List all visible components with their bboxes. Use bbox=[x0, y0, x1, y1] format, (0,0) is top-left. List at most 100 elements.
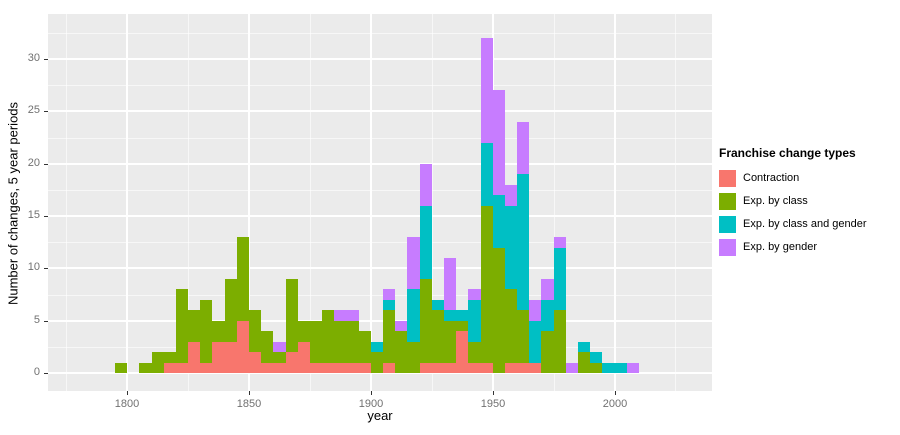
bar-segment bbox=[456, 331, 468, 373]
gridline-minor-y bbox=[48, 190, 712, 191]
bar-segment bbox=[505, 289, 517, 363]
bar-segment bbox=[590, 363, 602, 373]
gridline-major-x bbox=[614, 14, 616, 391]
bar-segment bbox=[152, 352, 164, 373]
x-tick-label: 1900 bbox=[358, 398, 384, 410]
bar-segment bbox=[627, 363, 639, 373]
gridline-minor-x bbox=[310, 14, 311, 391]
bar-segment bbox=[578, 342, 590, 352]
y-tick-label: 25 bbox=[27, 104, 40, 116]
bar-segment bbox=[517, 174, 529, 310]
gridline-major-y bbox=[48, 110, 712, 112]
gridline-minor-x bbox=[675, 14, 676, 391]
gridline-minor-x bbox=[432, 14, 433, 391]
legend-item-contraction: Contraction bbox=[719, 169, 867, 187]
bar-segment bbox=[334, 363, 346, 373]
bar-segment bbox=[554, 310, 566, 373]
y-tick-mark bbox=[44, 268, 48, 269]
legend-label: Exp. by class and gender bbox=[743, 218, 867, 230]
gridline-minor-y bbox=[48, 295, 712, 296]
x-tick-mark bbox=[249, 391, 250, 395]
x-tick-mark bbox=[615, 391, 616, 395]
gridline-major-y bbox=[48, 267, 712, 269]
bar-segment bbox=[273, 363, 286, 373]
bar-segment bbox=[602, 363, 615, 373]
bar-segment bbox=[261, 363, 273, 373]
bar-segment bbox=[590, 352, 602, 363]
bar-segment bbox=[456, 321, 468, 331]
bar-segment bbox=[407, 237, 420, 289]
legend-item-exp-by-class-and-gender: Exp. by class and gender bbox=[719, 215, 867, 233]
bar-segment bbox=[164, 363, 176, 373]
bar-segment bbox=[541, 279, 554, 300]
bar-segment bbox=[481, 143, 493, 206]
bar-segment bbox=[212, 321, 225, 342]
bar-segment bbox=[359, 331, 371, 363]
bar-segment bbox=[249, 352, 261, 373]
gridline-major-y bbox=[48, 215, 712, 217]
bar-segment bbox=[273, 342, 286, 352]
bar-segment bbox=[164, 352, 176, 363]
bar-segment bbox=[176, 363, 188, 373]
x-tick-label: 1950 bbox=[480, 398, 506, 410]
y-tick-mark bbox=[44, 164, 48, 165]
bar-segment bbox=[188, 342, 200, 373]
y-tick-mark bbox=[44, 321, 48, 322]
bar-segment bbox=[334, 321, 346, 363]
y-tick-label: 15 bbox=[27, 209, 40, 221]
bar-segment bbox=[529, 300, 541, 321]
x-tick-label: 1850 bbox=[236, 398, 262, 410]
y-tick-mark bbox=[44, 216, 48, 217]
bar-segment bbox=[615, 363, 627, 373]
bar-segment bbox=[432, 310, 444, 363]
bar-segment bbox=[261, 331, 273, 363]
gridline-major-y bbox=[48, 58, 712, 60]
bar-segment bbox=[529, 321, 541, 363]
legend-label: Exp. by gender bbox=[743, 241, 817, 253]
bar-segment bbox=[481, 38, 493, 143]
bar-segment bbox=[310, 321, 322, 363]
bar-segment bbox=[578, 352, 590, 373]
bar-segment bbox=[505, 185, 517, 206]
bar-segment bbox=[383, 310, 395, 363]
bar-segment bbox=[541, 300, 554, 331]
y-tick-label: 5 bbox=[33, 314, 40, 326]
y-tick-label: 10 bbox=[27, 261, 40, 273]
bar-segment bbox=[517, 122, 529, 174]
bar-segment bbox=[517, 363, 529, 373]
gridline-major-x bbox=[370, 14, 372, 391]
bar-segment bbox=[456, 310, 468, 321]
bar-segment bbox=[188, 310, 200, 342]
gridline-minor-y bbox=[48, 85, 712, 86]
y-tick-label: 20 bbox=[27, 157, 40, 169]
bar-segment bbox=[432, 363, 444, 373]
bar-segment bbox=[468, 363, 481, 373]
bar-segment bbox=[420, 206, 432, 279]
x-tick-mark bbox=[493, 391, 494, 395]
bar-segment bbox=[383, 300, 395, 310]
gridline-major-x bbox=[126, 14, 128, 391]
bar-segment bbox=[493, 248, 505, 373]
bar-segment bbox=[237, 237, 249, 321]
bar-segment bbox=[237, 321, 249, 373]
gridline-minor-x bbox=[554, 14, 555, 391]
legend-key-exp-by-class bbox=[719, 192, 736, 210]
bar-segment bbox=[298, 321, 310, 342]
bar-segment bbox=[395, 321, 407, 331]
bar-segment bbox=[322, 363, 334, 373]
bar-segment bbox=[444, 258, 456, 310]
bar-segment bbox=[529, 363, 541, 373]
bar-segment bbox=[505, 363, 517, 373]
bar-segment bbox=[420, 279, 432, 363]
bar-segment bbox=[383, 289, 395, 300]
gridline-major-y bbox=[48, 372, 712, 374]
bar-segment bbox=[200, 300, 212, 363]
x-tick-mark bbox=[371, 391, 372, 395]
bar-segment bbox=[212, 342, 225, 373]
bar-segment bbox=[249, 310, 261, 352]
bar-segment bbox=[371, 352, 383, 373]
bar-segment bbox=[310, 363, 322, 373]
bar-segment bbox=[371, 342, 383, 352]
bar-segment bbox=[493, 90, 505, 195]
